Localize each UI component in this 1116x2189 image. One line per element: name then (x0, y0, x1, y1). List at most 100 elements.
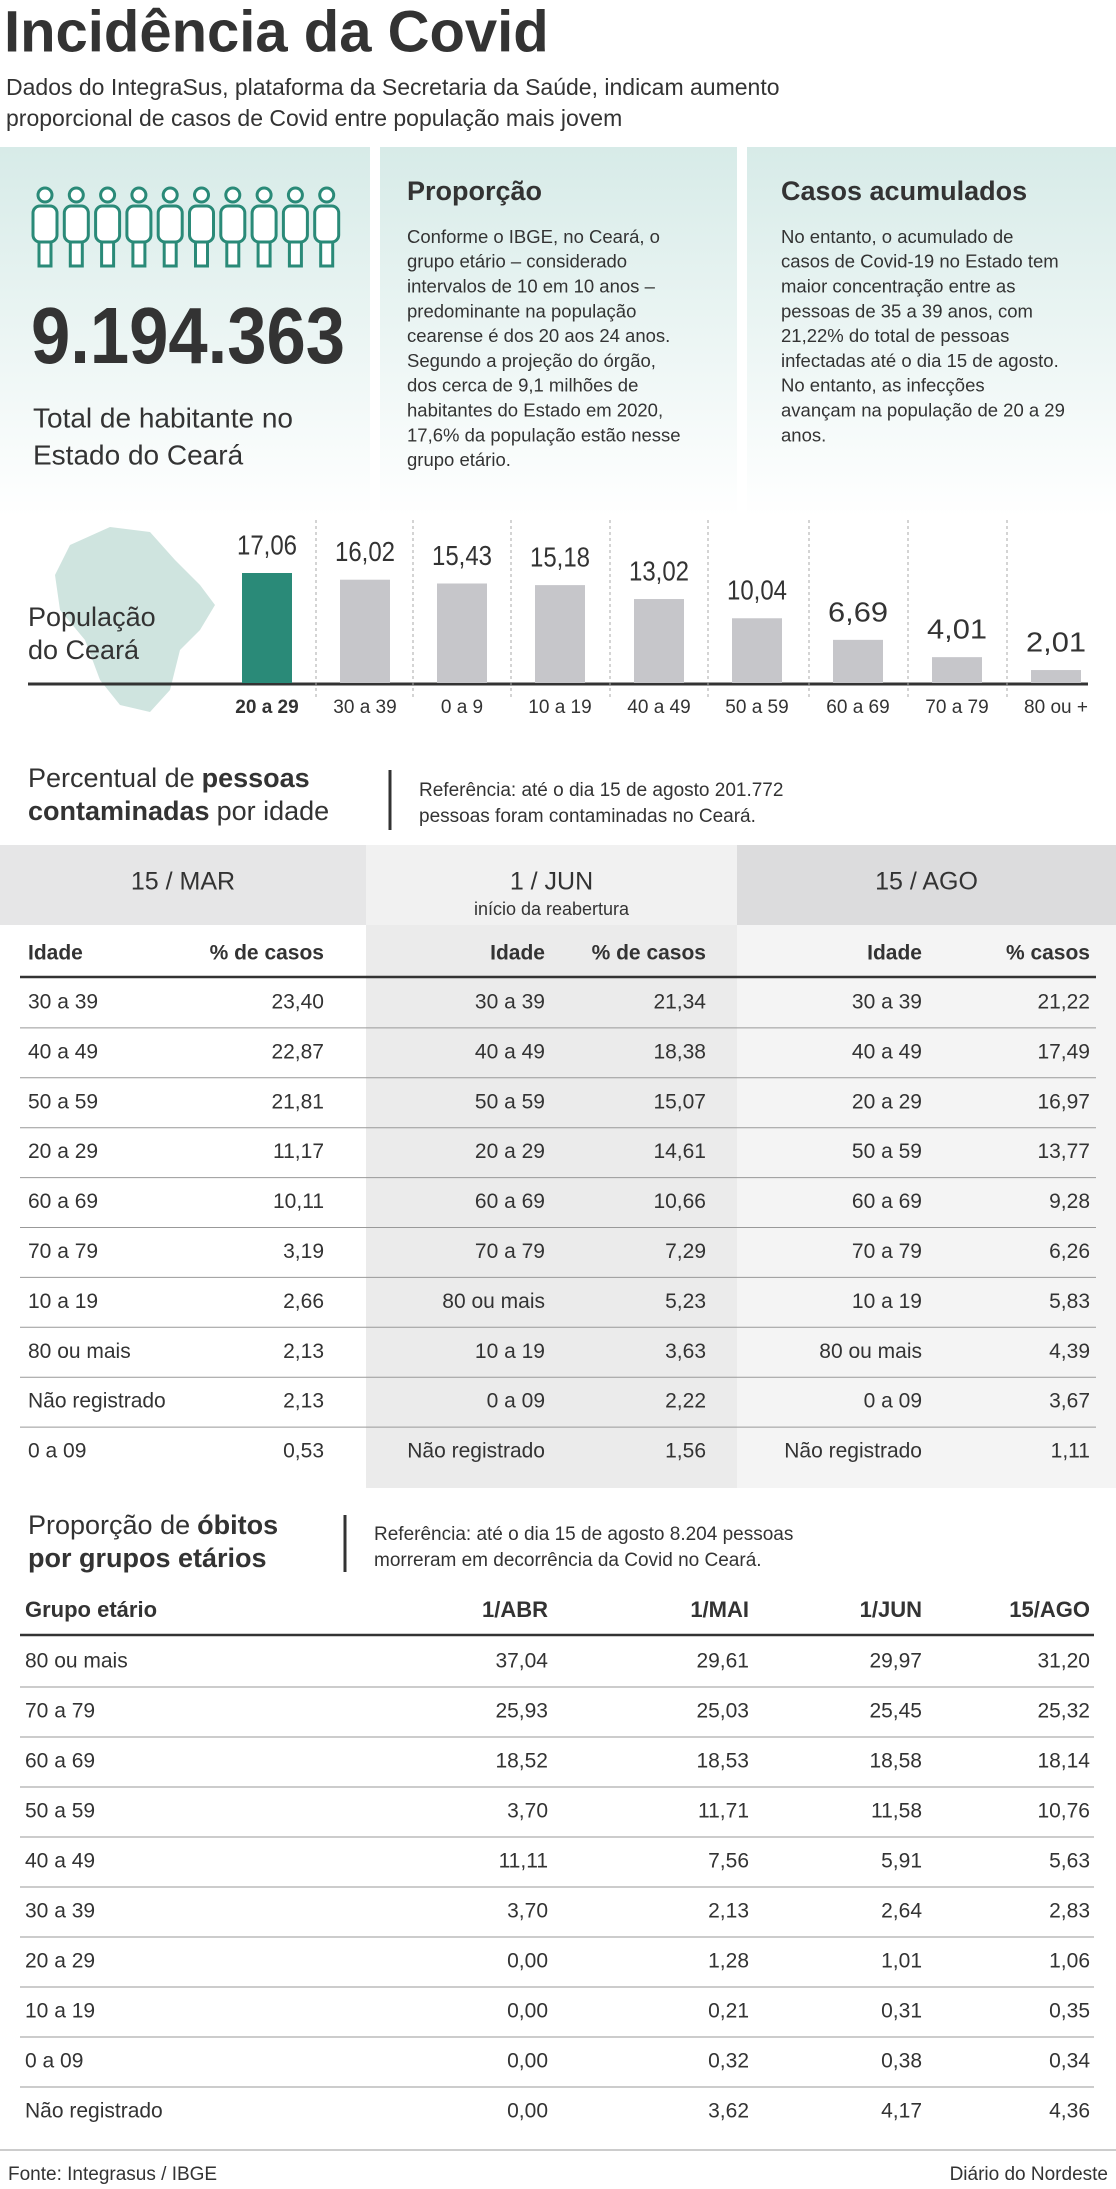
bar (833, 639, 883, 683)
table-cell: 3,67 (1049, 1390, 1090, 1413)
panel-text: avançam na população de 20 a 29 (781, 399, 1065, 420)
x-tick-label: 70 a 79 (925, 697, 988, 718)
chart-label: População (28, 602, 156, 632)
person-icon (36, 186, 54, 204)
table-cell: 10,11 (273, 1190, 324, 1213)
table-cell: 0 a 09 (28, 1440, 86, 1463)
person-icon (313, 204, 341, 244)
column-header: Idade (867, 942, 922, 965)
panel-text: intervalos de 10 em 10 anos – (407, 275, 656, 296)
table-column-bg (737, 845, 1116, 925)
table-cell: 2,13 (283, 1390, 324, 1413)
panel-text: dos cerca de 9,1 milhões de (407, 375, 638, 396)
table-cell: 23,40 (271, 991, 324, 1014)
table-cell: 2,66 (283, 1290, 324, 1313)
table-cell: 70 a 79 (28, 1240, 98, 1263)
panel-text: casos de Covid-19 no Estado tem (781, 251, 1059, 272)
table-cell: 0,00 (507, 2000, 548, 2023)
table-cell: 9,28 (1049, 1190, 1090, 1213)
table-cell: 30 a 39 (852, 991, 922, 1014)
footer-source: Fonte: Integrasus / IBGE (8, 2164, 217, 2185)
panel-text: grupo etário – considerado (407, 251, 627, 272)
person-icon (250, 204, 278, 244)
bar (242, 573, 292, 683)
table-cell: 20 a 29 (28, 1140, 98, 1163)
section-title-part: por grupos etários (28, 1543, 267, 1573)
table-cell: 60 a 69 (25, 1750, 95, 1773)
reference-text: morreram em decorrência da Covid no Cear… (374, 1550, 762, 1571)
panel-text: 21,22% do total de pessoas (781, 325, 1009, 346)
table-cell: 3,70 (507, 1800, 548, 1823)
person-icon (99, 186, 117, 204)
person-icon (130, 186, 148, 204)
column-header: 15/AGO (1009, 1597, 1090, 1622)
table-cell: 40 a 49 (25, 1850, 95, 1873)
table-cell: 11,71 (698, 1800, 749, 1823)
table-cell: 0,53 (283, 1440, 324, 1463)
table-cell: 25,93 (495, 1700, 548, 1723)
table-cell: 0,32 (708, 2050, 749, 2073)
table-cell: 3,62 (708, 2100, 749, 2123)
person-icon (286, 186, 304, 204)
person-icon (62, 204, 90, 244)
table-cell: 0,00 (507, 2100, 548, 2123)
column-header: Idade (490, 942, 545, 965)
table-column-bg (0, 925, 366, 1488)
person-icon (219, 204, 247, 244)
table-cell: 20 a 29 (475, 1140, 545, 1163)
table-cell: 18,38 (653, 1040, 706, 1063)
table-cell: 5,63 (1049, 1850, 1090, 1873)
x-tick-label: 60 a 69 (826, 697, 889, 718)
person-icon (100, 240, 116, 268)
panel-title: Proporção (407, 176, 542, 206)
table-cell: 1,56 (665, 1440, 706, 1463)
table-cell: 13,77 (1037, 1140, 1090, 1163)
table-cell: 3,70 (507, 1900, 548, 1923)
person-icon (31, 204, 59, 244)
column-date: 1 / JUN (510, 868, 593, 896)
table-cell: 0,00 (507, 1950, 548, 1973)
bar (437, 583, 487, 683)
bar (1031, 670, 1081, 683)
person-icon (68, 240, 84, 268)
column-date: 15 / MAR (131, 868, 235, 896)
column-header: Grupo etário (25, 1597, 157, 1622)
table-cell: Não registrado (784, 1440, 922, 1463)
panel-title: Casos acumulados (781, 176, 1027, 206)
table-cell: Não registrado (28, 1390, 166, 1413)
table-cell: 29,61 (696, 1650, 749, 1673)
panel-text: No entanto, o acumulado de (781, 226, 1013, 247)
table-cell: 80 ou mais (819, 1340, 922, 1363)
table-cell: Não registrado (25, 2100, 163, 2123)
table-cell: 30 a 39 (475, 991, 545, 1014)
table-column-bg (737, 925, 1116, 1488)
reference-text: Referência: até o dia 15 de agosto 8.204… (374, 1524, 793, 1545)
column-header: 1/JUN (860, 1597, 922, 1622)
table-cell: 0,31 (881, 2000, 922, 2023)
bar-value-label: 4,01 (927, 614, 987, 645)
table-cell: 70 a 79 (852, 1240, 922, 1263)
x-tick-label: 50 a 59 (725, 697, 788, 718)
x-tick-label: 0 a 9 (441, 697, 483, 718)
bar-value-label: 16,02 (335, 536, 395, 567)
person-icon (67, 186, 85, 204)
table-cell: 80 ou mais (25, 1650, 128, 1673)
table-cell: 5,23 (665, 1290, 706, 1313)
bar (932, 657, 982, 683)
table-cell: 0,21 (708, 2000, 749, 2023)
subtitle: proporcional de casos de Covid entre pop… (6, 105, 622, 131)
table-cell: 0,00 (507, 2050, 548, 2073)
table-cell: 50 a 59 (25, 1800, 95, 1823)
table-cell: 11,11 (499, 1850, 548, 1873)
panel-text: predominante na população (407, 300, 636, 321)
column-header: Idade (28, 942, 83, 965)
table-column-bg (366, 845, 737, 925)
table-cell: 60 a 69 (28, 1190, 98, 1213)
panel-bg (0, 147, 370, 517)
column-header: % de casos (210, 942, 324, 965)
table-cell: 29,97 (869, 1650, 922, 1673)
column-header: % casos (1006, 942, 1090, 965)
table-cell: 50 a 59 (475, 1090, 545, 1113)
column-header: % de casos (592, 942, 706, 965)
section-title: Proporção de óbitos (28, 1510, 278, 1540)
